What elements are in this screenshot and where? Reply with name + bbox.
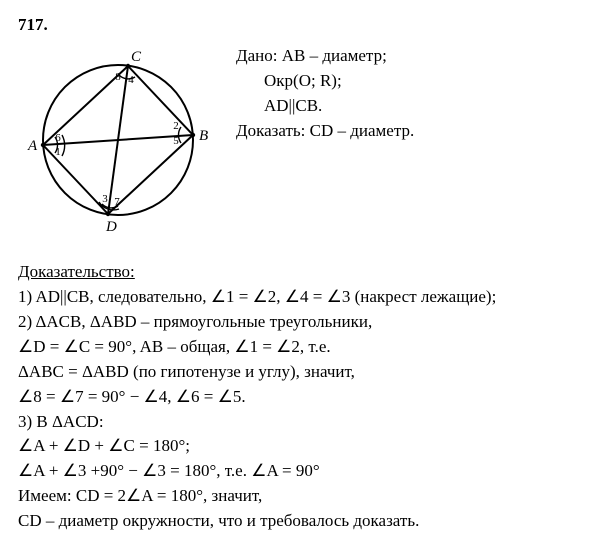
prove-text: CD – диаметр.: [310, 121, 415, 140]
given-line3: AD||CB.: [236, 95, 571, 118]
given-block: Дано: AB – диаметр; Окр(O; R); AD||CB. Д…: [236, 45, 571, 145]
proof-l7: ∠A + ∠D + ∠C = 180°;: [18, 435, 571, 458]
proof-l9: Имеем: CD = 2∠A = 180°, значит,: [18, 485, 571, 508]
given-label: Дано:: [236, 46, 277, 65]
svg-text:2: 2: [173, 120, 179, 132]
proof-l8: ∠A + ∠3 +90° − ∠3 = 180°, т.е. ∠A = 90°: [18, 460, 571, 483]
proof-l10: CD – диаметр окружности, что и требовало…: [18, 510, 571, 533]
svg-text:5: 5: [173, 135, 179, 147]
problem-number: 717.: [18, 14, 571, 37]
proof-label: Доказательство:: [18, 261, 571, 284]
svg-text:D: D: [105, 219, 117, 235]
given-line2: Окр(O; R);: [236, 70, 571, 93]
proof-l2: 2) ΔACB, ΔABD – прямоугольные треугольни…: [18, 311, 571, 334]
svg-text:1: 1: [55, 146, 61, 158]
proof-l1: 1) AD||CB, следовательно, ∠1 = ∠2, ∠4 = …: [18, 286, 571, 309]
proof-l6: 3) В ΔACD:: [18, 411, 571, 434]
given-line1a: AB – диаметр;: [282, 46, 387, 65]
geometry-figure: 84 2 5 6 1 37 A B C D: [18, 45, 218, 247]
svg-text:4: 4: [128, 74, 134, 86]
proof-l3: ∠D = ∠C = 90°, AB – общая, ∠1 = ∠2, т.е.: [18, 336, 571, 359]
proof-l4: ΔABC = ΔABD (по гипотенузе и углу), знач…: [18, 361, 571, 384]
svg-text:7: 7: [114, 196, 120, 208]
figure-svg: 84 2 5 6 1 37 A B C D: [18, 45, 218, 240]
proof-l5: ∠8 = ∠7 = 90° − ∠4, ∠6 = ∠5.: [18, 386, 571, 409]
prove-label: Доказать:: [236, 121, 305, 140]
svg-text:8: 8: [115, 71, 121, 83]
svg-text:C: C: [131, 49, 142, 65]
top-row: 84 2 5 6 1 37 A B C D Дано: AB – диаметр; Окр(O; …: [18, 45, 571, 247]
prove-line: Доказать: CD – диаметр.: [236, 120, 571, 143]
given-line1: Дано: AB – диаметр;: [236, 45, 571, 68]
proof-block: Доказательство: 1) AD||CB, следовательно…: [18, 261, 571, 533]
svg-text:A: A: [27, 138, 38, 154]
svg-text:3: 3: [102, 193, 108, 205]
svg-text:6: 6: [55, 132, 61, 144]
svg-text:B: B: [199, 128, 208, 144]
